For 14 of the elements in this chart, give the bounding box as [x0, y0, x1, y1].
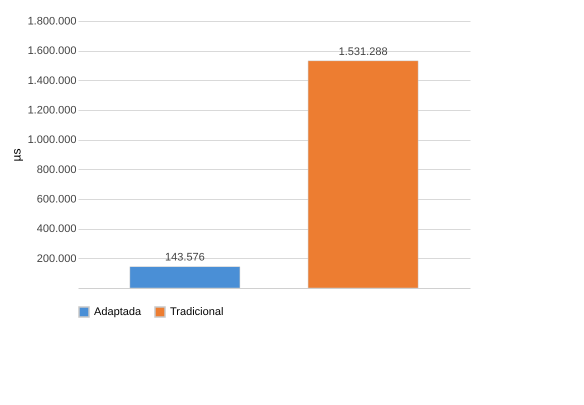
y-tick-label: 1.800.000 [28, 16, 76, 28]
y-tick-label: 600.000 [36, 194, 76, 206]
legend-label: Tradicional [170, 306, 224, 318]
data-label: 143.576 [165, 252, 205, 264]
y-tick-label: 1.000.000 [28, 134, 76, 146]
y-axis-title: µs [10, 148, 24, 162]
legend-label: Adaptada [94, 306, 142, 318]
y-tick-label: 1.200.000 [28, 104, 76, 116]
y-tick-label: 1.600.000 [28, 45, 76, 58]
y-tick-label: 200.000 [36, 252, 76, 265]
y-tick-label: 400.000 [36, 223, 76, 236]
y-tick-label: 800.000 [36, 164, 76, 176]
y-tick-label: 1.400.000 [28, 74, 76, 87]
data-label: 1.531.288 [338, 46, 388, 58]
